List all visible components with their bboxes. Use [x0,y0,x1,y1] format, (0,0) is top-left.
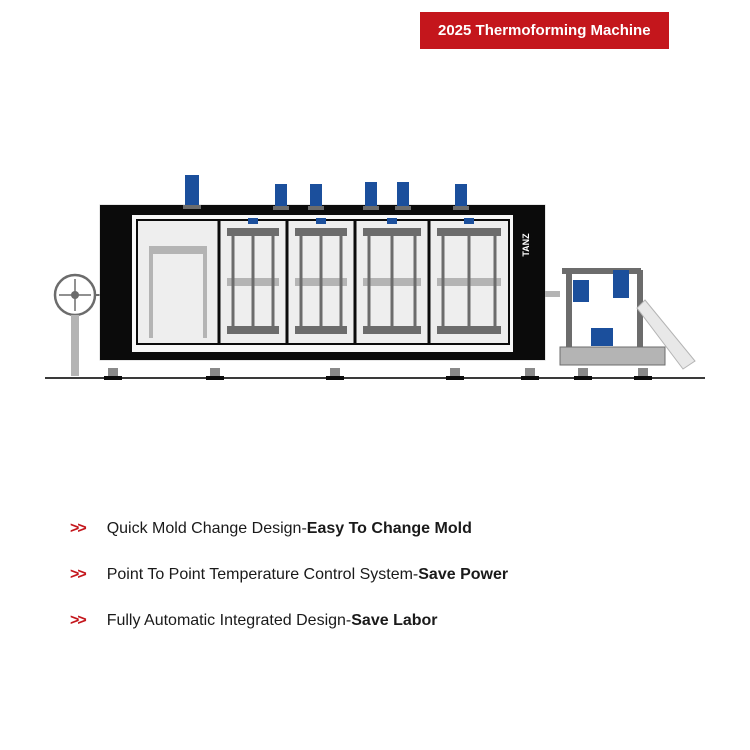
feature-item: >> Quick Mold Change Design-Easy To Chan… [70,520,670,538]
title-badge: 2025 Thermoforming Machine [420,12,669,49]
feature-bold: Easy To Change Mold [307,520,472,537]
feature-text: Point To Point Temperature Control Syste… [107,566,508,584]
machine-diagram: TANZ [35,140,715,410]
feature-item: >> Fully Automatic Integrated Design-Sav… [70,612,670,630]
feature-prefix: Quick Mold Change Design- [107,520,307,537]
feature-text: Quick Mold Change Design-Easy To Change … [107,520,472,538]
title-badge-text: 2025 Thermoforming Machine [438,22,651,39]
feature-bold: Save Labor [351,612,437,629]
feature-item: >> Point To Point Temperature Control Sy… [70,566,670,584]
feature-text: Fully Automatic Integrated Design-Save L… [107,612,438,630]
feature-prefix: Fully Automatic Integrated Design- [107,612,352,629]
chevron-icon: >> [70,566,85,584]
chevron-icon: >> [70,612,85,630]
feature-prefix: Point To Point Temperature Control Syste… [107,566,419,583]
machine-svg: TANZ [35,140,715,410]
chevron-icon: >> [70,520,85,538]
feature-list: >> Quick Mold Change Design-Easy To Chan… [70,520,670,658]
feature-bold: Save Power [418,566,508,583]
svg-text:TANZ: TANZ [521,233,531,257]
